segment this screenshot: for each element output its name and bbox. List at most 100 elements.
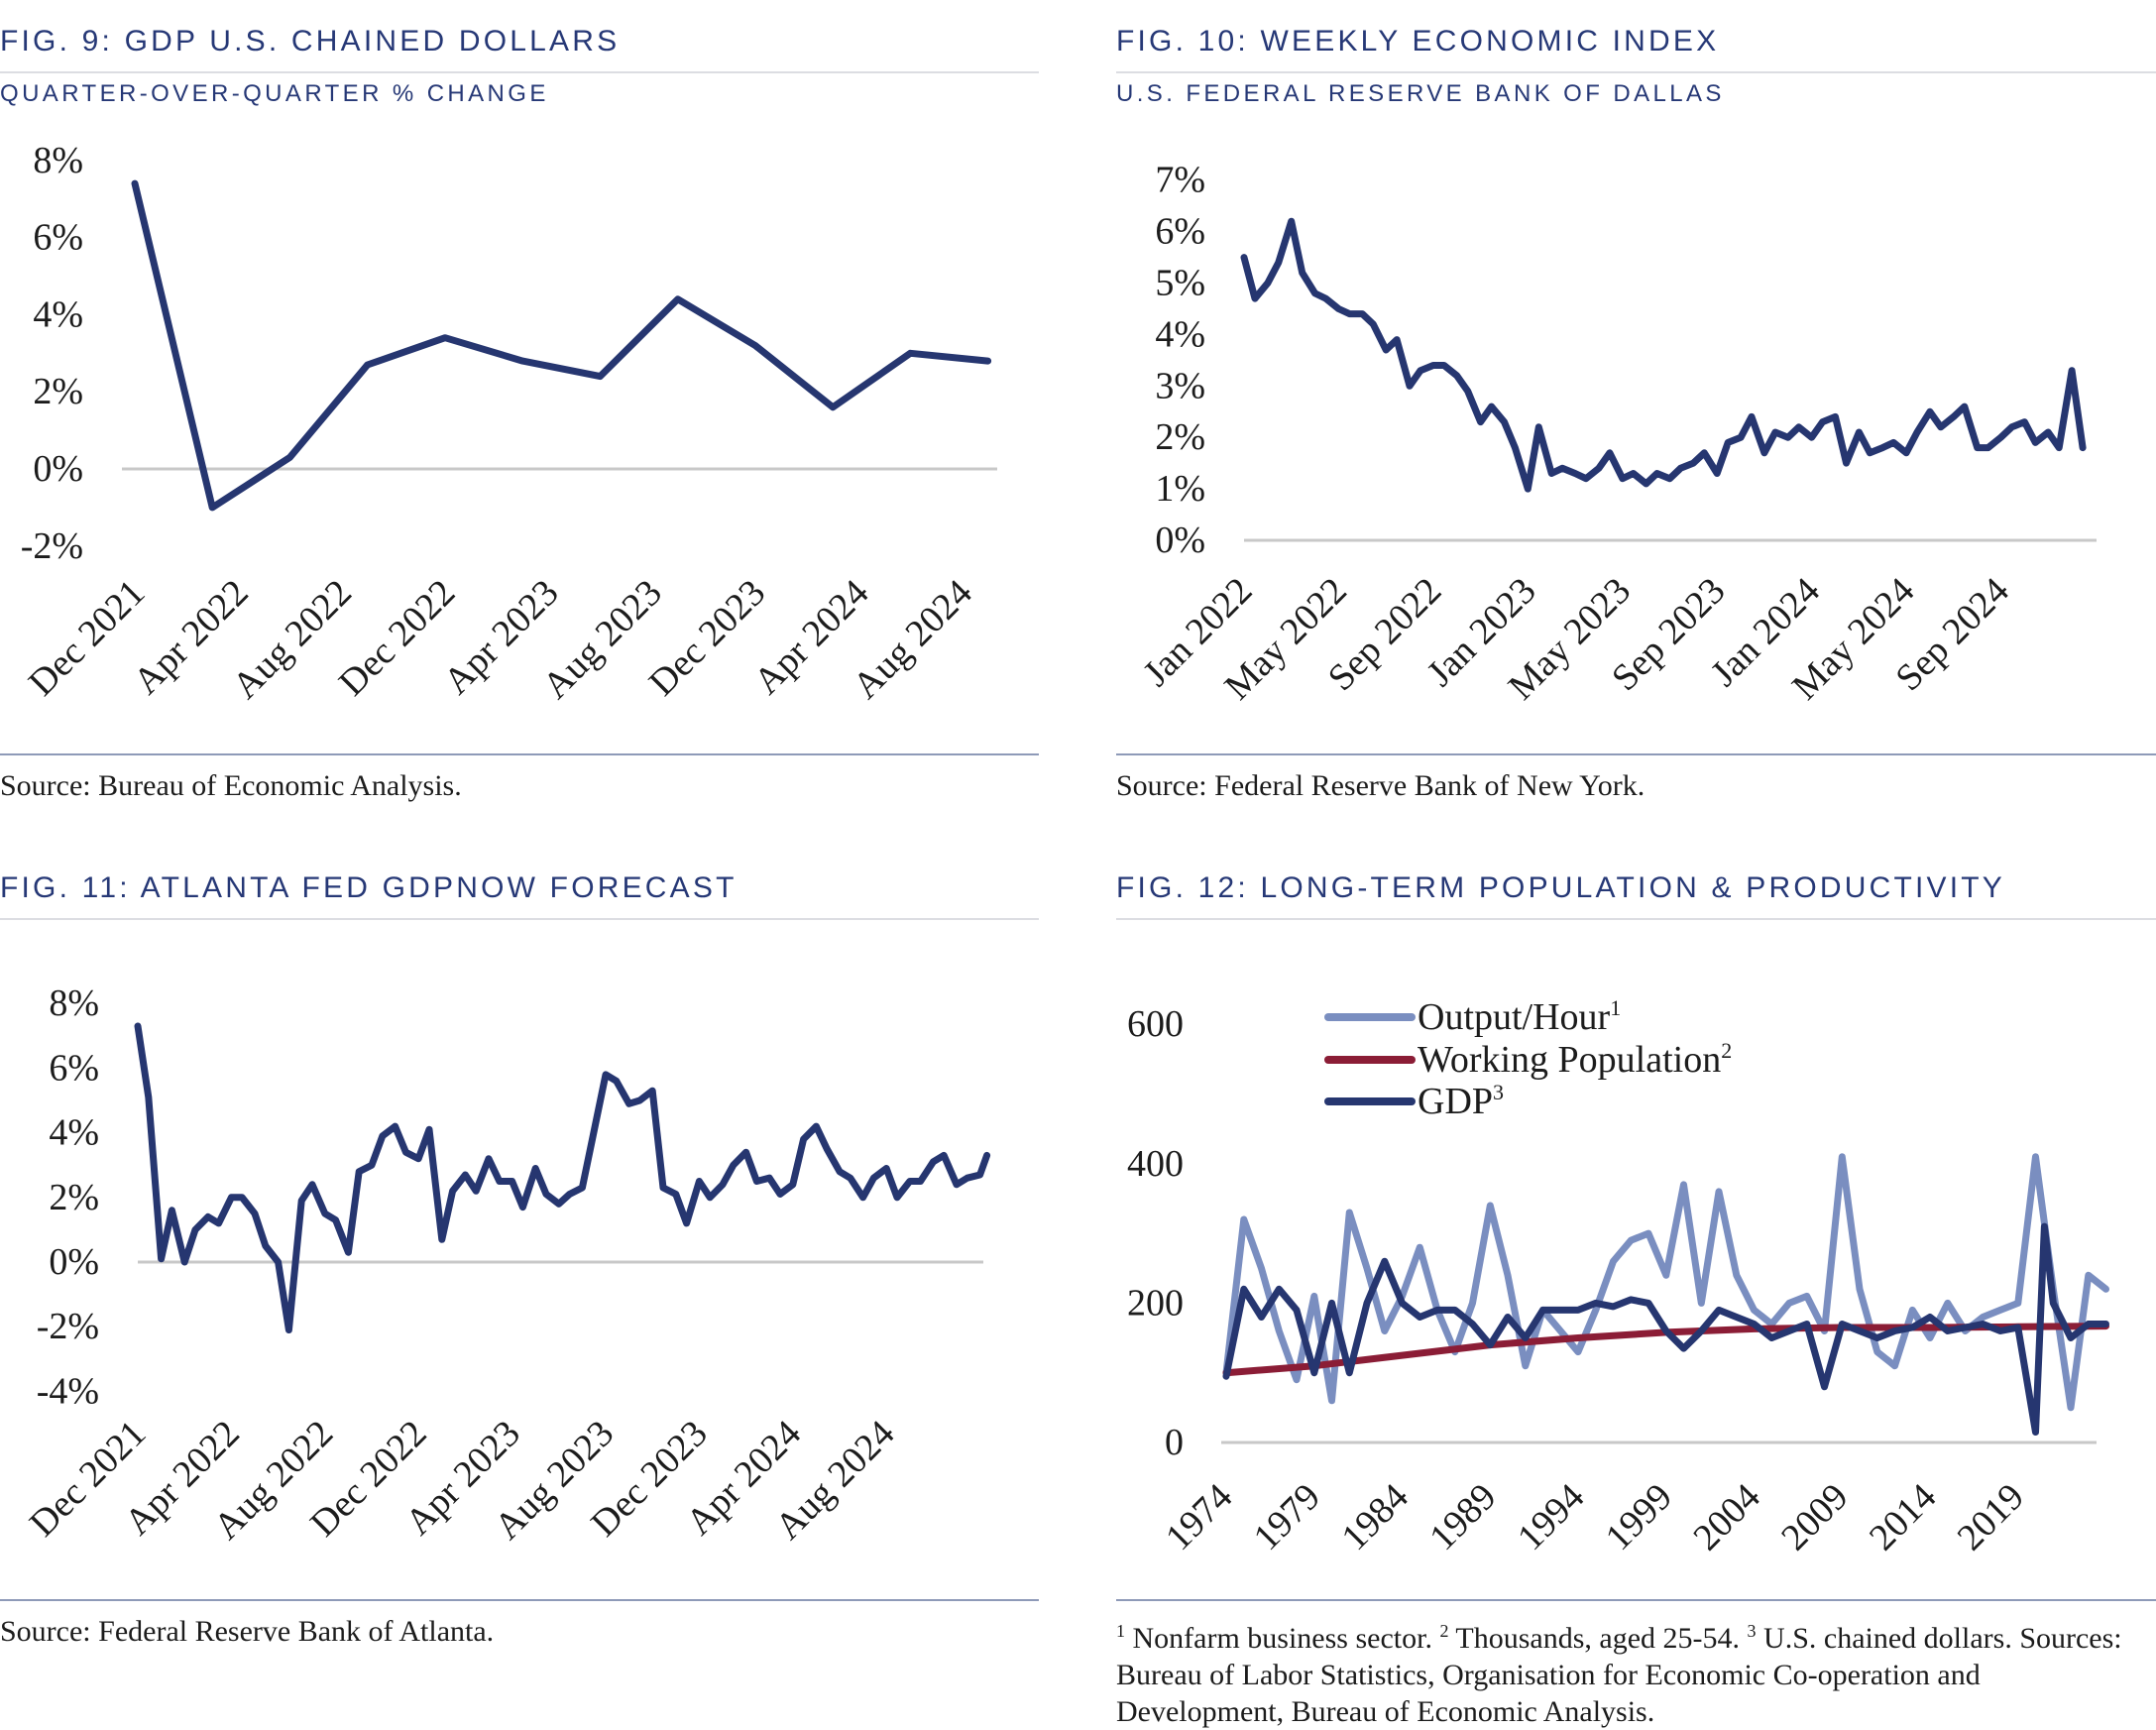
y-tick-label: 8% <box>49 982 99 1024</box>
y-tick-label: 6% <box>33 217 83 259</box>
y-tick-label: 6% <box>1155 211 1205 253</box>
y-tick-label: 3% <box>1155 365 1205 406</box>
x-tick-label: Dec 2021 <box>21 572 153 704</box>
fig9-title: FIG. 9: GDP U.S. CHAINED DOLLARS <box>0 25 621 58</box>
y-tick-label: 600 <box>1127 1003 1184 1045</box>
fig9-title-divider <box>0 71 1039 73</box>
fig10-subtitle: U.S. FEDERAL RESERVE BANK OF DALLAS <box>1116 80 1725 107</box>
y-tick-label: 0% <box>33 448 83 490</box>
y-tick-label: 0% <box>1155 519 1205 561</box>
x-tick-label: Apr 2023 <box>436 572 567 703</box>
legend-series-name: Output/Hour <box>1418 996 1611 1038</box>
y-tick-label: 5% <box>1155 263 1205 304</box>
footnote-3: U.S. chained dollars. Sources: Bureau of… <box>1116 1622 2122 1728</box>
x-tick-label: Jan 2022 <box>1135 570 1260 695</box>
y-tick-label: -4% <box>37 1370 99 1412</box>
x-tick-label: Apr 2024 <box>746 572 877 703</box>
fig12-title: FIG. 12: LONG-TERM POPULATION & PRODUCTI… <box>1116 871 2006 904</box>
y-tick-label: 6% <box>49 1047 99 1089</box>
x-tick-label: Sep 2022 <box>1320 570 1449 699</box>
x-tick-label: Aug 2022 <box>225 572 360 707</box>
legend-footnote-marker: 1 <box>1610 995 1621 1020</box>
y-tick-label: 4% <box>33 293 83 335</box>
y-tick-label: 200 <box>1127 1282 1184 1324</box>
x-tick-label: 1984 <box>1333 1476 1416 1558</box>
fig11-source-divider <box>0 1599 1039 1601</box>
series-line-gdp <box>1222 1222 2109 1436</box>
y-tick-label: 4% <box>49 1112 99 1154</box>
x-tick-label: Apr 2024 <box>678 1413 809 1544</box>
x-tick-label: 1999 <box>1598 1476 1680 1558</box>
x-tick-label: 2019 <box>1950 1476 2032 1558</box>
fig12-title-divider <box>1116 918 2156 920</box>
footnote-marker-3: 3 <box>1747 1621 1757 1641</box>
x-tick-label: Dec 2023 <box>583 1413 715 1545</box>
x-tick-label: Aug 2023 <box>535 572 670 707</box>
x-tick-label: Dec 2022 <box>302 1413 434 1545</box>
y-tick-label: 2% <box>49 1177 99 1218</box>
x-tick-label: Apr 2023 <box>397 1413 528 1544</box>
fig10-source: Source: Federal Reserve Bank of New York… <box>1116 769 1645 802</box>
x-tick-label: Jan 2023 <box>1419 570 1544 695</box>
x-tick-label: Aug 2022 <box>206 1413 341 1548</box>
x-tick-label: Aug 2023 <box>487 1413 622 1548</box>
y-tick-label: -2% <box>37 1306 99 1347</box>
series-line-working-population <box>1222 1323 2109 1377</box>
y-tick-label: 0% <box>49 1241 99 1283</box>
x-tick-label: Apr 2022 <box>117 1413 248 1544</box>
legend-label: GDP3 <box>1418 1080 1504 1122</box>
legend-footnote-marker: 2 <box>1721 1038 1732 1063</box>
x-tick-label: 1994 <box>1510 1476 1592 1558</box>
y-tick-label: 4% <box>1155 313 1205 355</box>
x-tick-label: Jan 2024 <box>1703 570 1828 695</box>
fig10-title-divider <box>1116 71 2156 73</box>
legend-label: Working Population2 <box>1418 1038 1732 1081</box>
y-tick-label: 2% <box>33 371 83 412</box>
x-tick-label: 1974 <box>1158 1476 1240 1558</box>
series-line <box>131 179 992 512</box>
fig9-source-divider <box>0 753 1039 755</box>
footnote-2: Thousands, aged 25-54. <box>1448 1622 1748 1655</box>
fig11-title-divider <box>0 918 1039 920</box>
fig11-title: FIG. 11: ATLANTA FED GDPNOW FORECAST <box>0 871 738 904</box>
series-line-output-hour <box>1222 1153 2109 1412</box>
legend-series-name: Working Population <box>1418 1039 1721 1081</box>
y-tick-label: 8% <box>33 140 83 181</box>
x-tick-label: May 2023 <box>1501 570 1639 708</box>
x-tick-label: 2014 <box>1862 1476 1944 1558</box>
fig12-footnote-divider <box>1116 1599 2156 1601</box>
fig10-title: FIG. 10: WEEKLY ECONOMIC INDEX <box>1116 25 1720 58</box>
legend-label: Output/Hour1 <box>1418 995 1621 1038</box>
footnote-1: Nonfarm business sector. <box>1125 1622 1440 1655</box>
x-tick-label: Aug 2024 <box>767 1413 902 1548</box>
x-tick-label: Sep 2023 <box>1604 570 1733 699</box>
x-tick-label: Apr 2022 <box>126 572 257 703</box>
fig10-source-divider <box>1116 753 2156 755</box>
x-tick-label: Aug 2024 <box>845 572 979 707</box>
x-tick-label: 2009 <box>1773 1476 1856 1558</box>
x-tick-label: Dec 2021 <box>22 1413 154 1545</box>
x-tick-label: Sep 2024 <box>1887 570 2016 699</box>
y-tick-label: 0 <box>1165 1422 1184 1463</box>
x-tick-label: May 2022 <box>1216 570 1354 708</box>
x-tick-label: 1979 <box>1246 1476 1328 1558</box>
y-tick-label: 7% <box>1155 160 1205 201</box>
fig12-footnote: 1 Nonfarm business sector. 2 Thousands, … <box>1116 1613 2137 1730</box>
y-tick-label: -2% <box>21 525 83 567</box>
y-tick-label: 400 <box>1127 1143 1184 1185</box>
series-line <box>1240 217 2087 493</box>
x-tick-label: May 2024 <box>1784 570 1922 708</box>
y-tick-label: 1% <box>1155 468 1205 510</box>
footnote-marker-2: 2 <box>1439 1621 1449 1641</box>
legend-footnote-marker: 3 <box>1493 1080 1504 1104</box>
legend-series-name: GDP <box>1418 1081 1493 1122</box>
fig9-source: Source: Bureau of Economic Analysis. <box>0 769 462 802</box>
footnote-marker-1: 1 <box>1116 1621 1125 1641</box>
fig9-subtitle: QUARTER-OVER-QUARTER % CHANGE <box>0 80 549 107</box>
x-tick-label: 2004 <box>1685 1476 1767 1558</box>
x-tick-label: Dec 2022 <box>331 572 463 704</box>
